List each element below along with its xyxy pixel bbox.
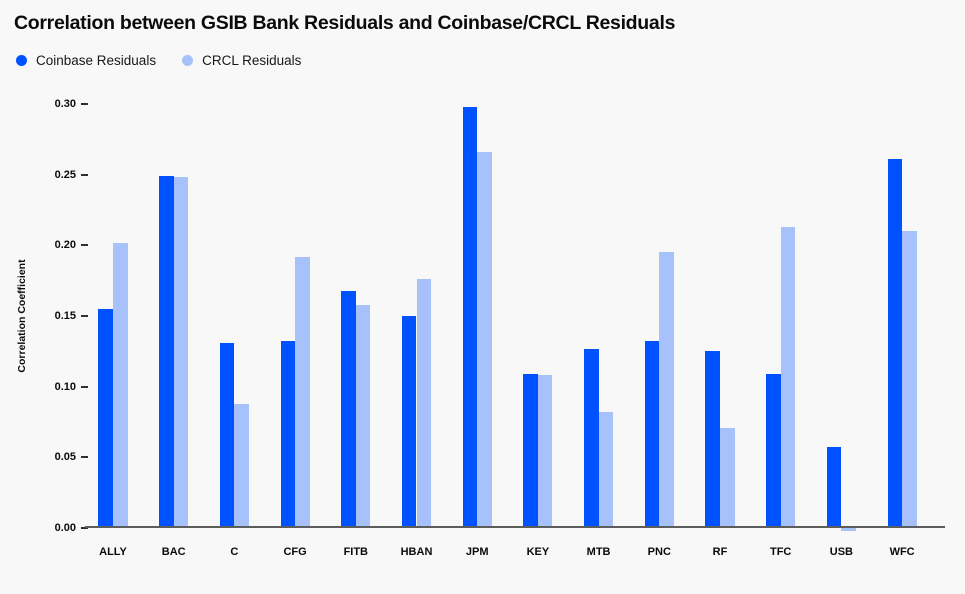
x-tick-label-rf: RF <box>712 546 728 558</box>
legend-item-coinbase-residuals: Coinbase Residuals <box>16 53 156 68</box>
bar-coinbase-mtb <box>584 348 599 528</box>
bar-coinbase-tfc <box>766 373 781 528</box>
bar-crcl-tfc <box>780 226 796 528</box>
y-axis-title: Correlation Coefficient <box>16 259 28 373</box>
x-tick-label-fitb: FITB <box>343 546 369 558</box>
y-tick-mark-0.25 <box>81 173 88 176</box>
y-tick-mark-0.15 <box>81 315 88 317</box>
x-tick-label-bac: BAC <box>161 546 186 558</box>
bar-crcl-mtb <box>598 412 614 528</box>
bar-crcl-bac <box>173 177 189 528</box>
bar-crcl-usb <box>841 528 856 531</box>
bar-coinbase-fitb <box>341 290 356 528</box>
bar-coinbase-key <box>523 373 538 528</box>
bar-coinbase-pnc <box>644 341 660 528</box>
bar-coinbase-usb <box>826 447 842 528</box>
legend-dot-crcl-icon <box>182 55 194 66</box>
x-tick-label-jpm: JPM <box>465 546 489 558</box>
legend-item-crcl-residuals: CRCL Residuals <box>182 53 301 68</box>
legend: Coinbase Residuals CRCL Residuals <box>16 53 301 68</box>
x-tick-label-ally: ALLY <box>99 546 127 558</box>
y-tick-mark-0.30 <box>81 103 88 105</box>
legend-label-coinbase: Coinbase Residuals <box>36 53 157 68</box>
bar-coinbase-jpm <box>462 106 478 528</box>
bar-coinbase-c <box>219 342 235 528</box>
bar-crcl-ally <box>113 242 128 528</box>
x-tick-label-usb: USB <box>829 546 853 558</box>
x-tick-label-cfg: CFG <box>283 546 307 558</box>
x-tick-label-hban: HBAN <box>400 546 433 558</box>
x-tick-label-c: C <box>230 546 239 558</box>
x-tick-label-key: KEY <box>526 546 550 558</box>
bar-crcl-wfc <box>902 231 917 528</box>
bar-coinbase-ally <box>98 308 113 528</box>
y-tick-label-0.15: 0.15 <box>54 310 76 322</box>
bar-crcl-pnc <box>659 252 674 528</box>
x-tick-label-tfc: TFC <box>769 546 792 558</box>
y-tick-mark-0.05 <box>81 456 88 459</box>
bar-coinbase-rf <box>705 351 720 528</box>
x-axis-line <box>85 526 945 528</box>
bar-crcl-cfg <box>295 256 310 528</box>
bar-crcl-jpm <box>477 152 492 528</box>
y-tick-label-0.25: 0.25 <box>54 168 76 181</box>
x-tick-label-pnc: PNC <box>647 546 671 558</box>
x-tick-label-wfc: WFC <box>889 546 915 558</box>
y-tick-label-0.00: 0.00 <box>54 522 76 534</box>
bar-coinbase-wfc <box>887 159 903 528</box>
y-tick-mark-0.00 <box>81 527 88 529</box>
legend-dot-coinbase-icon <box>16 55 27 66</box>
y-tick-label-0.10: 0.10 <box>54 380 76 393</box>
bar-crcl-fitb <box>355 304 371 528</box>
y-tick-mark-0.20 <box>81 244 88 247</box>
y-tick-mark-0.10 <box>81 385 88 388</box>
y-tick-label-0.05: 0.05 <box>54 451 76 464</box>
bar-coinbase-bac <box>159 176 174 528</box>
bar-crcl-key <box>537 375 553 528</box>
y-tick-label-0.20: 0.20 <box>54 239 76 252</box>
x-tick-label-mtb: MTB <box>586 546 611 558</box>
bar-coinbase-cfg <box>280 341 296 528</box>
legend-label-crcl: CRCL Residuals <box>202 53 302 68</box>
bar-crcl-c <box>234 403 249 528</box>
bar-coinbase-hban <box>401 316 417 528</box>
y-tick-label-0.30: 0.30 <box>54 98 76 110</box>
bar-crcl-hban <box>416 279 432 528</box>
chart-title: Correlation between GSIB Bank Residuals … <box>14 12 676 34</box>
bar-crcl-rf <box>720 427 735 528</box>
